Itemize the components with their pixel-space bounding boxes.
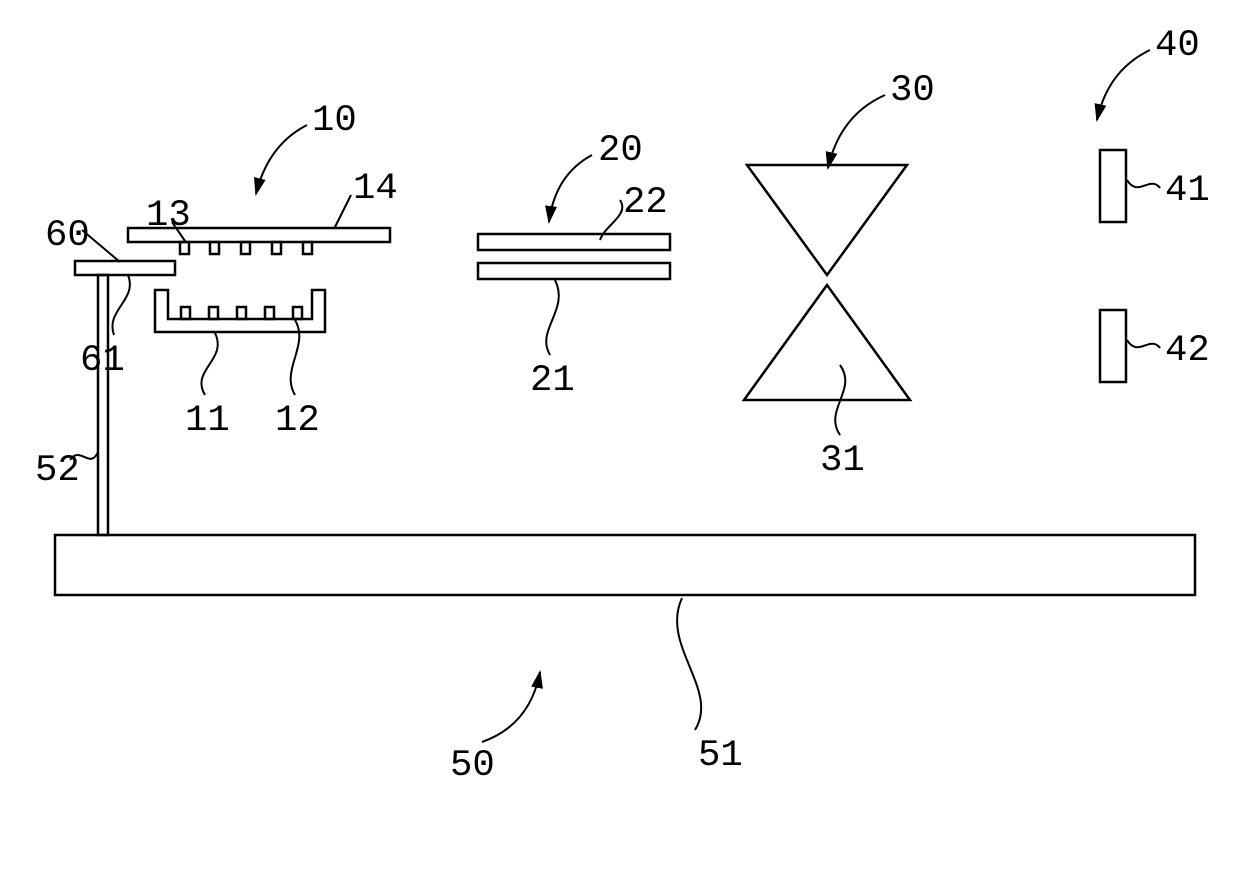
label-12: 12	[275, 400, 320, 442]
label-40: 40	[1155, 25, 1200, 67]
label-30: 30	[890, 70, 935, 112]
label-60: 60	[45, 215, 90, 257]
label-61: 61	[80, 340, 125, 382]
label-41: 41	[1165, 170, 1210, 212]
label-21: 21	[530, 360, 575, 402]
label-51: 51	[698, 735, 743, 777]
label-42: 42	[1165, 330, 1210, 372]
label-20: 20	[598, 130, 643, 172]
label-31: 31	[820, 440, 865, 482]
label-14: 14	[353, 168, 398, 210]
label-13: 13	[146, 195, 191, 237]
label-22: 22	[623, 182, 668, 224]
label-52: 52	[35, 450, 80, 492]
label-11: 11	[185, 400, 230, 442]
label-50: 50	[450, 745, 495, 787]
label-10: 10	[312, 100, 357, 142]
